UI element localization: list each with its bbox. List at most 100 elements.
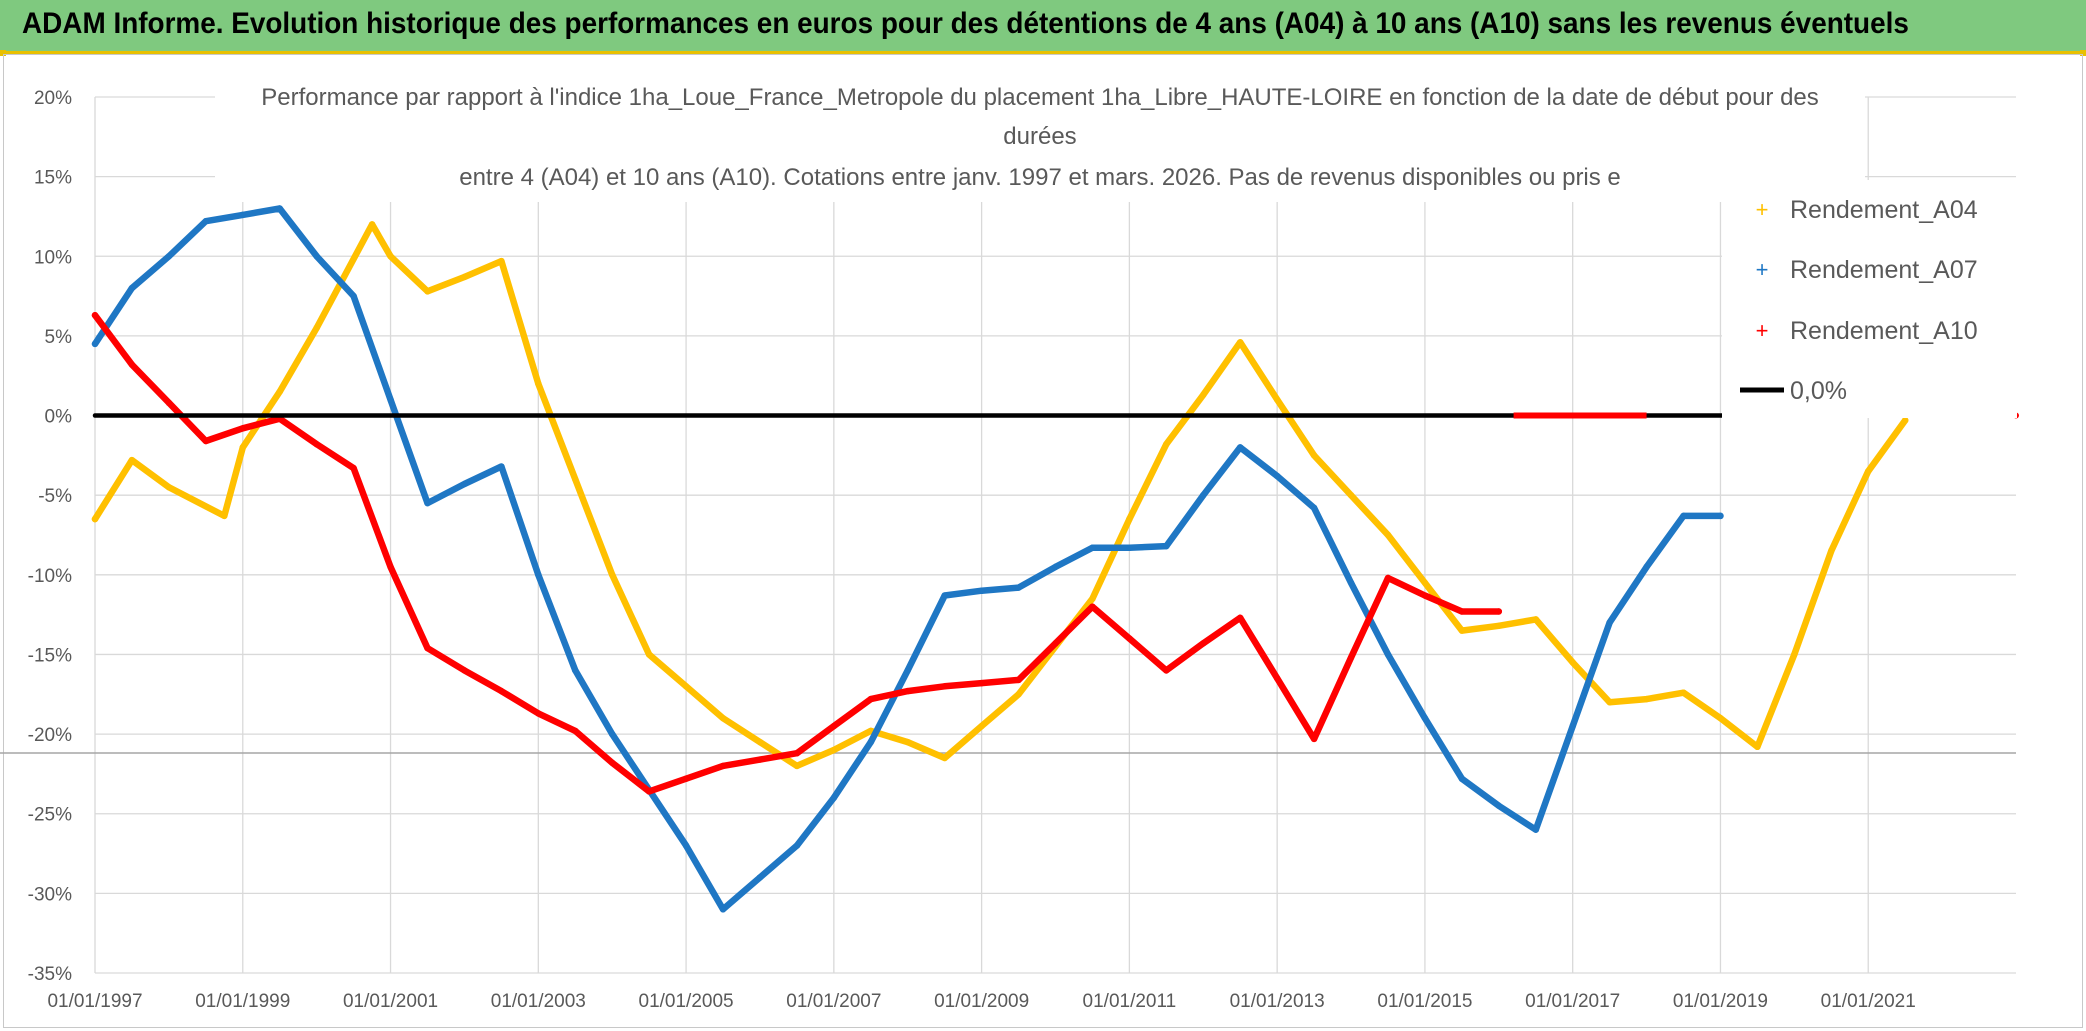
data-point (1310, 504, 1318, 512)
y-tick-label: 5% (45, 327, 73, 348)
data-point (350, 292, 357, 300)
data-point (867, 695, 874, 703)
data-point (91, 515, 99, 523)
data-point (424, 288, 431, 295)
data-point (1532, 826, 1539, 833)
data-point (1569, 722, 1576, 730)
data-point (904, 738, 911, 746)
chart-title-background (215, 76, 1865, 202)
data-point (1606, 699, 1613, 706)
data-point (128, 456, 136, 464)
data-point (1052, 563, 1059, 571)
data-point (830, 746, 838, 754)
header-bar: ADAM Informe. Evolution historique des p… (0, 0, 2086, 54)
data-point (682, 842, 690, 849)
data-point (904, 667, 911, 674)
data-point (1273, 472, 1281, 480)
data-point (1015, 584, 1022, 591)
data-point (1015, 676, 1022, 684)
data-point (1717, 714, 1724, 722)
data-point (387, 563, 394, 571)
data-point (1347, 654, 1355, 661)
x-tick-label: 01/01/2011 (1083, 991, 1177, 1012)
corner-marker-right (2080, 50, 2086, 56)
chart-title: Performance par rapport à l'indice 1ha_L… (215, 76, 1865, 202)
data-point (719, 714, 727, 722)
data-point (1384, 574, 1392, 582)
data-point (165, 253, 173, 260)
data-point (128, 284, 136, 292)
legend: + Rendement_A04 + Rendement_A07 + Rendem… (1722, 180, 2017, 418)
data-point (756, 738, 764, 746)
x-tick-label: 01/01/2007 (786, 991, 881, 1012)
data-point (1569, 659, 1576, 666)
data-point (608, 730, 616, 738)
data-point (535, 571, 542, 579)
series-line-rendement_a04 (91, 221, 1909, 770)
data-point (1273, 396, 1281, 403)
series-line-rendement_a07 (91, 205, 1724, 913)
data-point (793, 750, 801, 757)
legend-background (1722, 180, 2017, 418)
data-point (1458, 608, 1466, 615)
data-point (830, 722, 838, 730)
data-point (645, 651, 653, 658)
data-point (793, 842, 801, 849)
x-tick-label: 01/01/2009 (934, 991, 1029, 1012)
data-point (1200, 491, 1207, 499)
data-point (1865, 468, 1872, 475)
x-tick-label: 01/01/1997 (47, 991, 142, 1012)
data-point (1126, 515, 1133, 523)
data-point (719, 906, 727, 913)
chart-frame (3, 54, 2083, 1028)
legend-marker-a10: + (1756, 318, 1769, 343)
data-point (756, 756, 764, 763)
data-point (978, 679, 985, 687)
data-point (368, 221, 376, 228)
legend-label-a10: Rendement_A10 (1790, 317, 1978, 345)
data-point (1495, 608, 1503, 615)
data-point (1901, 417, 1909, 424)
data-point (350, 464, 357, 472)
data-point (1163, 441, 1170, 448)
data-point (461, 273, 468, 281)
series-group (91, 205, 2019, 913)
x-tick-label: 01/01/2001 (343, 991, 438, 1012)
data-point (1237, 614, 1244, 622)
corner-marker-left (0, 50, 6, 56)
y-tick-label: -10% (28, 566, 72, 587)
data-point (1791, 651, 1798, 658)
data-point (1126, 635, 1133, 642)
series-line-rendement_a10 (91, 311, 1503, 795)
y-tick-label: -20% (28, 725, 72, 746)
x-tick-label: 01/01/2017 (1525, 991, 1620, 1012)
data-point (1680, 689, 1687, 696)
data-point (941, 754, 948, 762)
legend-label-a04: Rendement_A04 (1790, 196, 1978, 224)
data-point (572, 476, 579, 483)
data-point (424, 644, 431, 652)
data-point (867, 738, 874, 746)
data-point (682, 683, 690, 690)
data-point (1200, 391, 1207, 399)
x-tick-label: 01/01/2003 (491, 991, 586, 1012)
data-point (1237, 444, 1244, 451)
data-point (276, 388, 283, 395)
y-tick-label: 0% (45, 407, 73, 428)
data-point (978, 587, 985, 594)
data-point (941, 592, 948, 599)
data-point (239, 425, 246, 432)
chart-title-line-3: entre 4 (A04) et 10 ans (A10). Cotations… (459, 164, 1621, 191)
data-point (1237, 339, 1244, 346)
data-point (202, 218, 210, 225)
data-point (498, 687, 505, 695)
data-point (1310, 452, 1318, 459)
grid (0, 96, 2016, 974)
data-point (128, 361, 136, 368)
data-point (1421, 579, 1429, 586)
data-point (1421, 714, 1429, 722)
data-point (387, 396, 394, 403)
data-point (1643, 563, 1650, 571)
data-point (1089, 603, 1096, 610)
